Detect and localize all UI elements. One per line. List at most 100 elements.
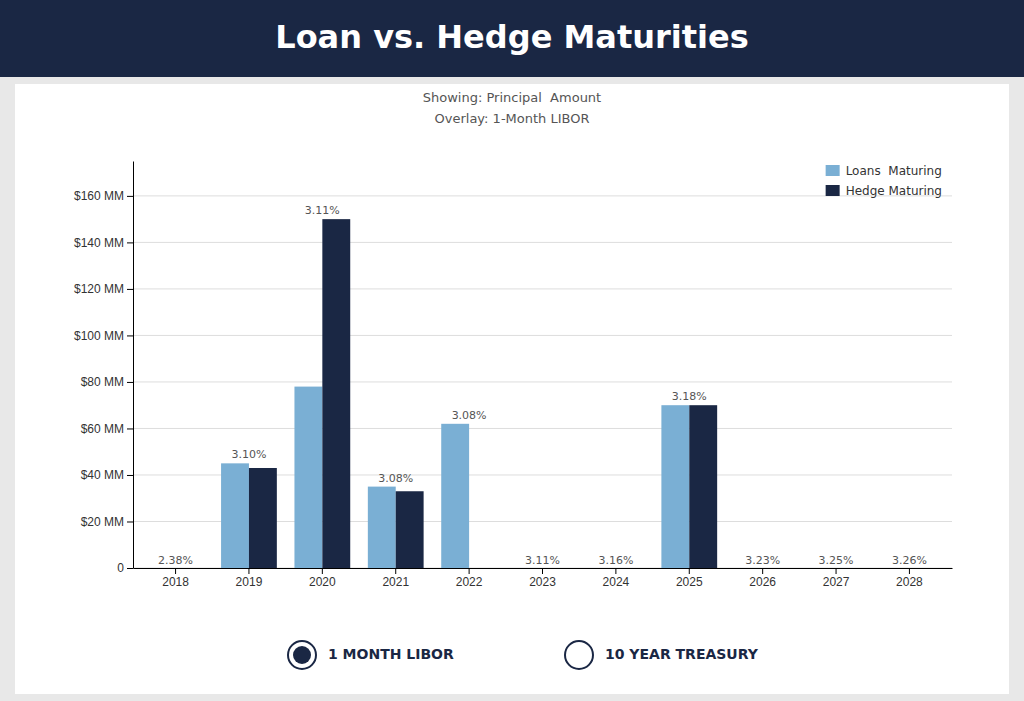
bar	[808, 568, 836, 569]
rate-annotation: 3.18%	[672, 390, 707, 403]
x-tick-label: 2028	[896, 575, 923, 589]
y-tick-label: $160 MM	[74, 189, 124, 203]
y-tick-label: 0	[117, 561, 124, 575]
radio-label[interactable]: 10 YEAR TREASURY	[605, 646, 759, 662]
bar	[588, 568, 616, 569]
y-tick-label: $120 MM	[74, 282, 124, 296]
x-tick-label: 2018	[162, 575, 189, 589]
x-tick-mark	[322, 568, 323, 574]
x-tick: 2019	[236, 568, 263, 589]
grid-line	[133, 428, 952, 429]
y-tick: $20 MM	[81, 515, 133, 529]
legend-item: Hedge Maturing	[826, 184, 942, 198]
x-tick-label: 2022	[456, 575, 483, 589]
subtitle: Showing: Principal Amount	[423, 90, 601, 105]
grid-line	[133, 288, 952, 289]
x-tick: 2028	[896, 568, 923, 589]
x-tick-mark	[248, 568, 249, 574]
x-axis: 2018 2019 2020 2021 2022 2023 2024 2025 2026 2027…	[134, 568, 953, 589]
y-tick-label: $40 MM	[81, 468, 124, 482]
rate-annotation: 2.38%	[158, 554, 193, 567]
y-axis-line	[133, 162, 134, 569]
x-tick-label: 2019	[236, 575, 263, 589]
radio-dot[interactable]	[293, 646, 311, 664]
y-tick: $140 MM	[74, 236, 133, 250]
x-tick-mark	[909, 568, 910, 574]
y-tick: 0	[117, 561, 133, 575]
rate-annotation: 3.16%	[598, 554, 633, 567]
legend-swatch	[826, 185, 840, 196]
bar	[882, 568, 910, 569]
legend-label: Hedge Maturing	[846, 184, 942, 198]
bar	[689, 405, 717, 568]
legend-swatch	[826, 165, 840, 176]
x-tick: 2020	[309, 568, 336, 589]
x-tick: 2018	[162, 568, 189, 589]
rate-annotation: 3.25%	[819, 554, 854, 567]
bar	[515, 568, 543, 569]
x-tick-label: 2025	[676, 575, 703, 589]
y-tick-label: $140 MM	[74, 236, 124, 250]
x-tick: 2022	[456, 568, 483, 589]
y-tick: $80 MM	[81, 375, 133, 389]
grid-line	[133, 381, 952, 382]
radio-ring[interactable]	[288, 641, 316, 669]
x-tick-label: 2021	[382, 575, 409, 589]
chart: Loan vs. Hedge MaturitiesShowing: Princi…	[0, 0, 1024, 701]
x-tick-label: 2024	[603, 575, 630, 589]
x-tick-label: 2026	[749, 575, 776, 589]
radio-label[interactable]: 1 MONTH LIBOR	[328, 646, 454, 662]
x-tick-mark	[615, 568, 616, 574]
bar	[148, 568, 176, 569]
bar	[661, 405, 689, 568]
y-tick-mark	[127, 475, 133, 476]
bar	[322, 219, 350, 568]
y-tick: $40 MM	[81, 468, 133, 482]
y-tick-mark	[127, 428, 133, 429]
y-tick: $60 MM	[81, 422, 133, 436]
rate-annotation: 3.11%	[525, 554, 560, 567]
subtitle: Overlay: 1-Month LIBOR	[435, 111, 590, 126]
grid-line	[133, 242, 952, 243]
x-tick-label: 2027	[823, 575, 850, 589]
x-tick: 2026	[749, 568, 776, 589]
x-tick-mark	[395, 568, 396, 574]
bar	[368, 487, 396, 568]
y-tick-label: $100 MM	[74, 329, 124, 343]
bar	[543, 568, 571, 569]
bar	[396, 491, 424, 568]
bars	[221, 219, 717, 568]
bar	[469, 568, 497, 569]
bar	[735, 568, 763, 569]
grid	[133, 196, 952, 568]
x-tick-mark	[689, 568, 690, 574]
x-tick-mark	[836, 568, 837, 574]
x-tick-label: 2023	[529, 575, 556, 589]
title-banner	[0, 0, 1024, 77]
y-tick-label: $80 MM	[81, 375, 124, 389]
x-tick-mark	[542, 568, 543, 574]
rate-annotation: 3.08%	[452, 409, 487, 422]
rate-annotation: 3.11%	[305, 204, 340, 217]
radio-ring[interactable]	[565, 641, 593, 669]
x-tick-label: 2020	[309, 575, 336, 589]
y-tick-mark	[127, 196, 133, 197]
y-tick-mark	[127, 242, 133, 243]
x-tick-mark	[175, 568, 176, 574]
bar	[836, 568, 864, 569]
y-tick-mark	[127, 568, 133, 569]
bar	[294, 387, 322, 568]
x-tick: 2021	[382, 568, 409, 589]
radio-buttons: 1 MONTH LIBOR 10 YEAR TREASURY	[288, 641, 759, 669]
rate-annotation: 3.10%	[231, 448, 266, 461]
radio-button[interactable]: 1 MONTH LIBOR	[288, 641, 454, 669]
annotations: 2.38%3.10%3.11%3.08%3.08%3.11%3.16%3.18%…	[158, 204, 927, 567]
bar	[249, 468, 277, 568]
radio-button[interactable]: 10 YEAR TREASURY	[565, 641, 759, 669]
x-tick: 2023	[529, 568, 556, 589]
y-tick-mark	[127, 289, 133, 290]
y-tick: $160 MM	[74, 189, 133, 203]
grid-line	[133, 335, 952, 336]
x-tick-mark	[762, 568, 763, 574]
y-tick: $120 MM	[74, 282, 133, 296]
